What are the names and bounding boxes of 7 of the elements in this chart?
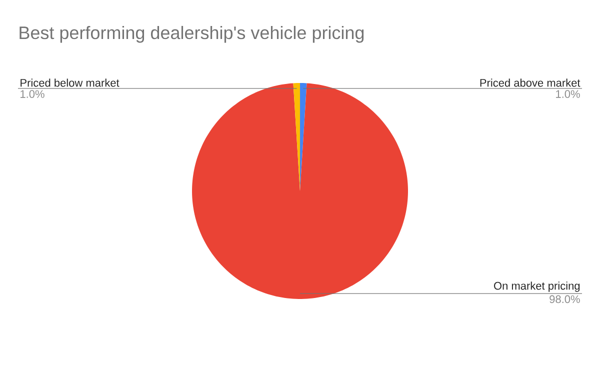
slice-label: On market pricing	[494, 282, 580, 292]
data-label: 1.0%	[556, 90, 580, 98]
slice-label: Priced above market	[480, 78, 580, 87]
data-label: 98.0%	[550, 295, 580, 304]
chart-title: Best performing dealership's vehicle pricing	[20, 26, 364, 43]
slice-label: Priced below market	[20, 78, 120, 87]
data-label: 1.0%	[20, 90, 44, 98]
